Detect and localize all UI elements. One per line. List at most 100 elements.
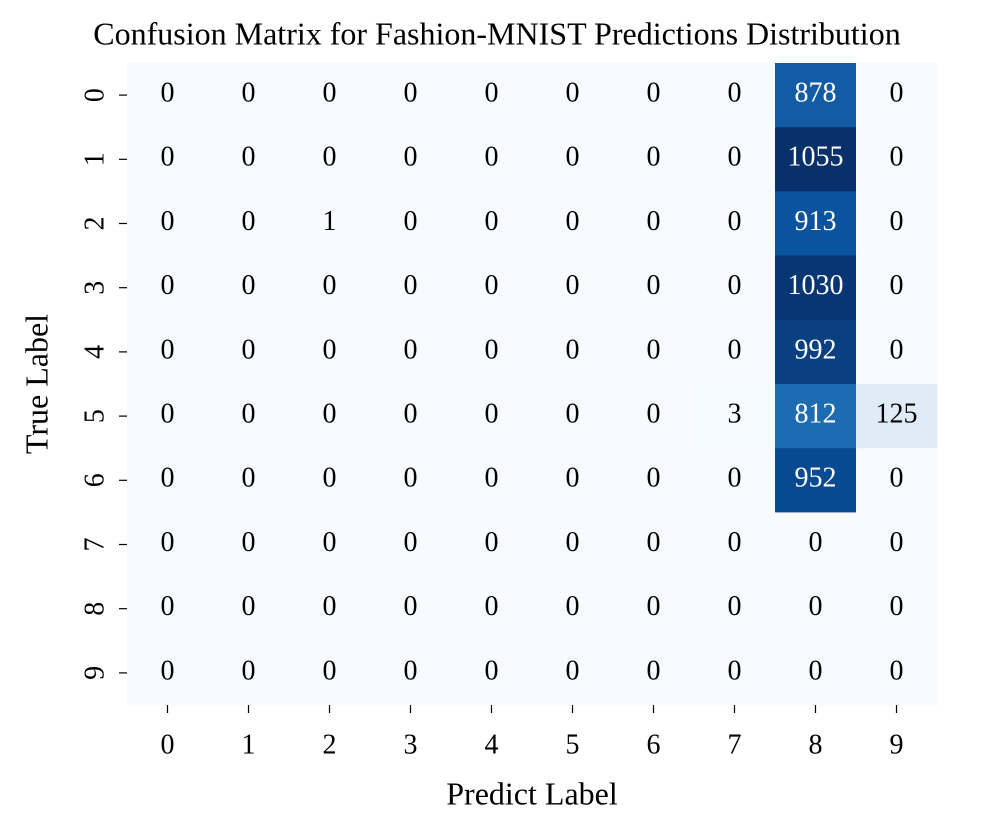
cell-label: 0 xyxy=(890,591,904,622)
cell-label: 812 xyxy=(795,399,837,430)
heatmap-cell xyxy=(289,127,371,192)
heatmap-cell xyxy=(370,384,452,449)
heatmap-cell xyxy=(289,384,371,449)
heatmap-cell xyxy=(613,512,695,578)
heatmap-cell xyxy=(775,191,857,257)
cell-label: 0 xyxy=(485,334,499,365)
cell-label: 0 xyxy=(323,463,337,494)
cell-label: 0 xyxy=(404,270,418,301)
heatmap-cell xyxy=(694,255,776,321)
heatmap-cell xyxy=(370,512,452,578)
y-tick-label: 9 xyxy=(79,666,110,680)
heatmap-cell xyxy=(289,191,371,257)
cell-label: 0 xyxy=(161,270,175,301)
cell-label: 0 xyxy=(566,334,580,365)
cell-label: 0 xyxy=(161,334,175,365)
y-tick-label: 4 xyxy=(79,345,110,359)
heatmap-cell xyxy=(613,255,695,321)
heatmap-cell xyxy=(532,191,614,257)
cell-label: 0 xyxy=(404,78,418,109)
cell-label: 1 xyxy=(323,206,337,237)
cell-label: 0 xyxy=(647,334,661,365)
cell-label: 0 xyxy=(566,463,580,494)
cell-label: 913 xyxy=(795,206,837,237)
heatmap-cell xyxy=(775,512,857,578)
cell-label: 0 xyxy=(647,270,661,301)
chart-title: Confusion Matrix for Fashion-MNIST Predi… xyxy=(93,15,900,51)
heatmap-cell xyxy=(613,576,695,642)
cell-label: 0 xyxy=(485,270,499,301)
cell-label: 1030 xyxy=(788,270,844,301)
heatmap-cell xyxy=(370,448,452,513)
cell-label: 0 xyxy=(242,591,256,622)
cell-label: 0 xyxy=(242,655,256,686)
cell-label: 0 xyxy=(161,591,175,622)
cell-label: 0 xyxy=(323,270,337,301)
y-axis-label: True Label xyxy=(18,314,54,454)
cell-label: 0 xyxy=(566,399,580,430)
cell-label: 0 xyxy=(647,78,661,109)
cell-label: 0 xyxy=(890,270,904,301)
heatmap-cell xyxy=(775,255,857,321)
cell-label: 0 xyxy=(809,655,823,686)
heatmap-cell xyxy=(856,191,938,257)
heatmap-cell xyxy=(370,640,452,706)
cell-label: 0 xyxy=(404,399,418,430)
cell-label: 0 xyxy=(242,78,256,109)
heatmap-cell xyxy=(532,319,614,385)
heatmap-cell xyxy=(856,576,938,642)
cell-label: 0 xyxy=(485,591,499,622)
heatmap-cell xyxy=(856,63,938,128)
heatmap-cell xyxy=(532,127,614,192)
cell-label: 0 xyxy=(890,206,904,237)
heatmap-cell xyxy=(775,640,857,706)
heatmap-cell xyxy=(370,191,452,257)
cell-label: 0 xyxy=(323,142,337,173)
cell-label: 0 xyxy=(404,527,418,558)
cell-label: 0 xyxy=(890,655,904,686)
heatmap-cell xyxy=(775,63,857,128)
cell-label: 0 xyxy=(647,463,661,494)
cell-label: 0 xyxy=(161,78,175,109)
heatmap-cell xyxy=(451,384,533,449)
cell-label: 0 xyxy=(890,78,904,109)
cell-label: 0 xyxy=(485,142,499,173)
cell-label: 0 xyxy=(485,78,499,109)
cell-label: 0 xyxy=(566,142,580,173)
cell-label: 0 xyxy=(242,334,256,365)
cell-label: 0 xyxy=(404,655,418,686)
heatmap-cell xyxy=(208,63,290,128)
heatmap-cell xyxy=(856,640,938,706)
cell-label: 125 xyxy=(876,399,918,430)
heatmap-cell xyxy=(127,319,209,385)
cell-label: 0 xyxy=(890,527,904,558)
heatmap-cell xyxy=(694,384,776,449)
heatmap-cell xyxy=(775,448,857,513)
heatmap-cell xyxy=(208,255,290,321)
heatmap-cell xyxy=(775,576,857,642)
cell-label: 0 xyxy=(323,591,337,622)
cell-label: 0 xyxy=(647,527,661,558)
cell-label: 0 xyxy=(566,591,580,622)
heatmap-cell xyxy=(532,448,614,513)
heatmap-cell xyxy=(775,384,857,449)
heatmap-cell xyxy=(289,319,371,385)
cell-label: 0 xyxy=(242,527,256,558)
heatmap-cell xyxy=(856,512,938,578)
heatmap-cell xyxy=(694,512,776,578)
y-tick-label: 5 xyxy=(79,409,110,423)
heatmap-cell xyxy=(694,319,776,385)
heatmap-cell xyxy=(613,640,695,706)
heatmap-cell xyxy=(127,448,209,513)
cell-label: 0 xyxy=(161,399,175,430)
heatmap-cell xyxy=(208,576,290,642)
cell-label: 0 xyxy=(485,399,499,430)
cell-label: 0 xyxy=(728,655,742,686)
cell-label: 0 xyxy=(242,270,256,301)
cell-label: 0 xyxy=(404,334,418,365)
cell-label: 0 xyxy=(647,399,661,430)
heatmap-cell xyxy=(127,127,209,192)
heatmap-cell xyxy=(127,191,209,257)
x-tick-label: 7 xyxy=(728,729,742,760)
